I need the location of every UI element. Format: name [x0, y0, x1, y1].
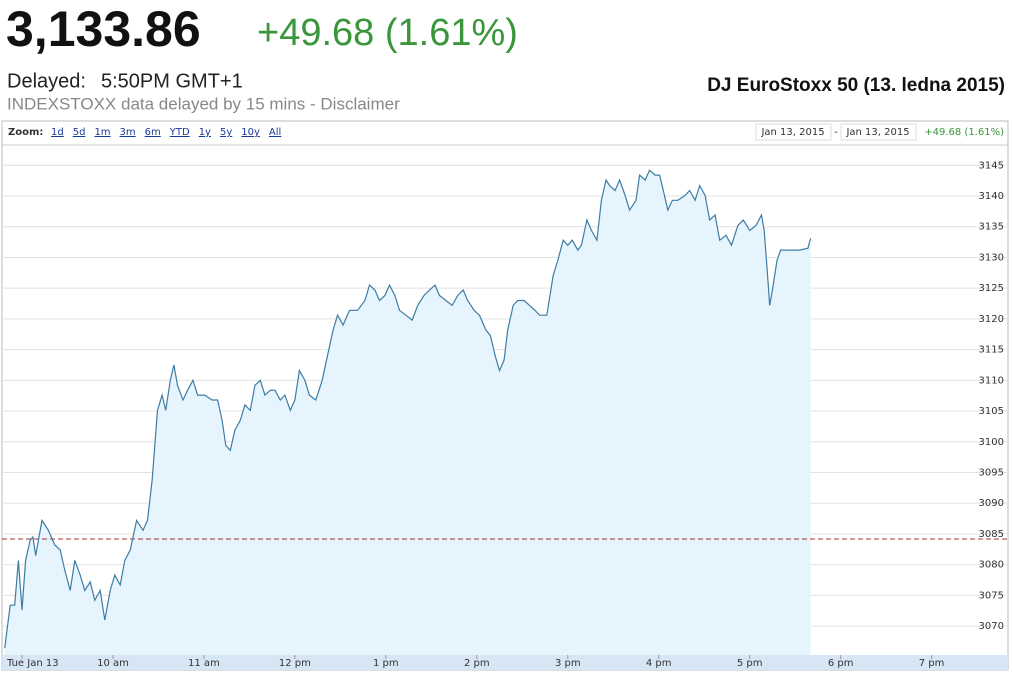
delayed-label: Delayed: — [7, 70, 86, 92]
y-tick-label: 3145 — [979, 160, 1004, 171]
area — [4, 170, 811, 655]
zoom-option[interactable]: 3m — [120, 127, 136, 138]
x-tick-label: 6 pm — [828, 658, 854, 669]
y-tick-label: 3135 — [979, 222, 1004, 233]
range-change: +49.68 (1.61%) — [924, 127, 1004, 138]
x-tick-label: 7 pm — [919, 658, 945, 669]
zoom-option[interactable]: 1d — [51, 127, 64, 138]
x-tick-label: 4 pm — [646, 658, 672, 669]
delayed-time: 5:50PM GMT+1 — [101, 70, 243, 92]
date-from[interactable]: Jan 13, 2015 — [760, 127, 824, 138]
price: 3,133.86 — [6, 1, 201, 57]
y-tick-label: 3070 — [979, 621, 1004, 632]
price-change: +49.68 (1.61%) — [257, 12, 518, 54]
y-tick-label: 3130 — [979, 252, 1004, 263]
zoom-option[interactable]: 1y — [199, 127, 211, 138]
x-tick-label: 1 pm — [373, 658, 399, 669]
x-tick-label: 3 pm — [555, 658, 581, 669]
x-tick-label: 5 pm — [737, 658, 763, 669]
date-box[interactable] — [840, 123, 917, 141]
y-tick-label: 3080 — [979, 560, 1004, 571]
y-tick-label: 3125 — [979, 283, 1004, 294]
caption: DJ EuroStoxx 50 (13. ledna 2015) — [707, 75, 1005, 96]
date-to[interactable]: Jan 13, 2015 — [845, 127, 909, 138]
y-tick-label: 3120 — [979, 314, 1004, 325]
zoom-option[interactable]: 10y — [241, 127, 260, 138]
x-tick-label: 10 am — [97, 658, 129, 669]
y-tick-label: 3105 — [979, 406, 1004, 417]
zoom-option[interactable]: 5d — [73, 127, 86, 138]
zoom-option[interactable]: YTD — [169, 127, 190, 138]
zoom-label: Zoom: — [8, 127, 43, 138]
zoom-option[interactable]: 5y — [220, 127, 232, 138]
y-tick-label: 3140 — [979, 191, 1004, 202]
y-tick-label: 3095 — [979, 468, 1004, 479]
y-tick-label: 3090 — [979, 498, 1004, 509]
zoom-option[interactable]: All — [269, 127, 281, 138]
x-tick-label: Tue Jan 13 — [6, 658, 59, 669]
x-tick-label: 2 pm — [464, 658, 490, 669]
date-separator: - — [834, 127, 838, 138]
zoom-option[interactable]: 6m — [145, 127, 161, 138]
y-tick-label: 3110 — [979, 375, 1004, 386]
x-axis-band — [2, 655, 1008, 670]
y-tick-label: 3100 — [979, 437, 1004, 448]
x-tick-label: 12 pm — [279, 658, 311, 669]
y-tick-label: 3115 — [979, 345, 1004, 356]
y-tick-label: 3075 — [979, 590, 1004, 601]
zoom-option[interactable]: 1m — [94, 127, 110, 138]
y-tick-label: 3085 — [979, 529, 1004, 540]
price-line — [4, 169, 812, 649]
source-note: INDEXSTOXX data delayed by 15 mins - Dis… — [7, 94, 400, 113]
zoom-options: 1d 5d 1m 3m 6m YTD 1y 5y 10y All — [51, 127, 281, 138]
x-tick-label: 11 am — [188, 658, 220, 669]
date-box[interactable] — [755, 123, 832, 141]
